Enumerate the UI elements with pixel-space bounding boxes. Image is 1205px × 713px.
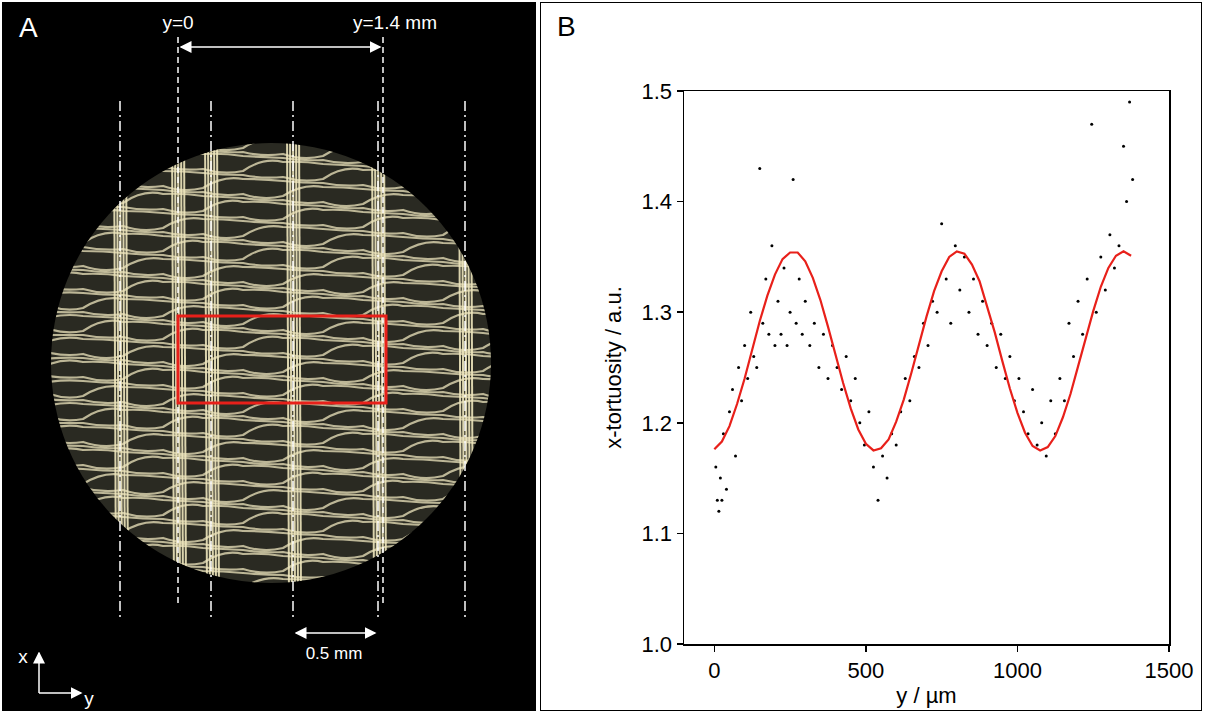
- svg-text:1.0: 1.0: [642, 632, 673, 657]
- svg-text:0: 0: [708, 658, 720, 683]
- svg-text:y / µm: y / µm: [896, 683, 956, 708]
- html-text:B: B: [557, 11, 576, 42]
- svg-text:1.5: 1.5: [642, 79, 673, 104]
- svg-text:0.5 mm: 0.5 mm: [306, 644, 363, 663]
- svg-text:y=0: y=0: [162, 12, 193, 33]
- svg-text:y=1.4 mm: y=1.4 mm: [353, 12, 437, 33]
- svg-text:1000: 1000: [993, 658, 1042, 683]
- svg-text:1.1: 1.1: [642, 521, 673, 546]
- svg-text:x-tortuosity / a.u.: x-tortuosity / a.u.: [601, 286, 626, 449]
- svg-text:1.2: 1.2: [642, 411, 673, 436]
- svg-text:1500: 1500: [1145, 658, 1194, 683]
- svg-text:y: y: [84, 688, 94, 709]
- svg-text:A: A: [19, 12, 38, 43]
- svg-text:x: x: [18, 646, 28, 667]
- svg-text:1.4: 1.4: [642, 189, 673, 214]
- svg-text:500: 500: [848, 658, 885, 683]
- svg-text:1.3: 1.3: [642, 300, 673, 325]
